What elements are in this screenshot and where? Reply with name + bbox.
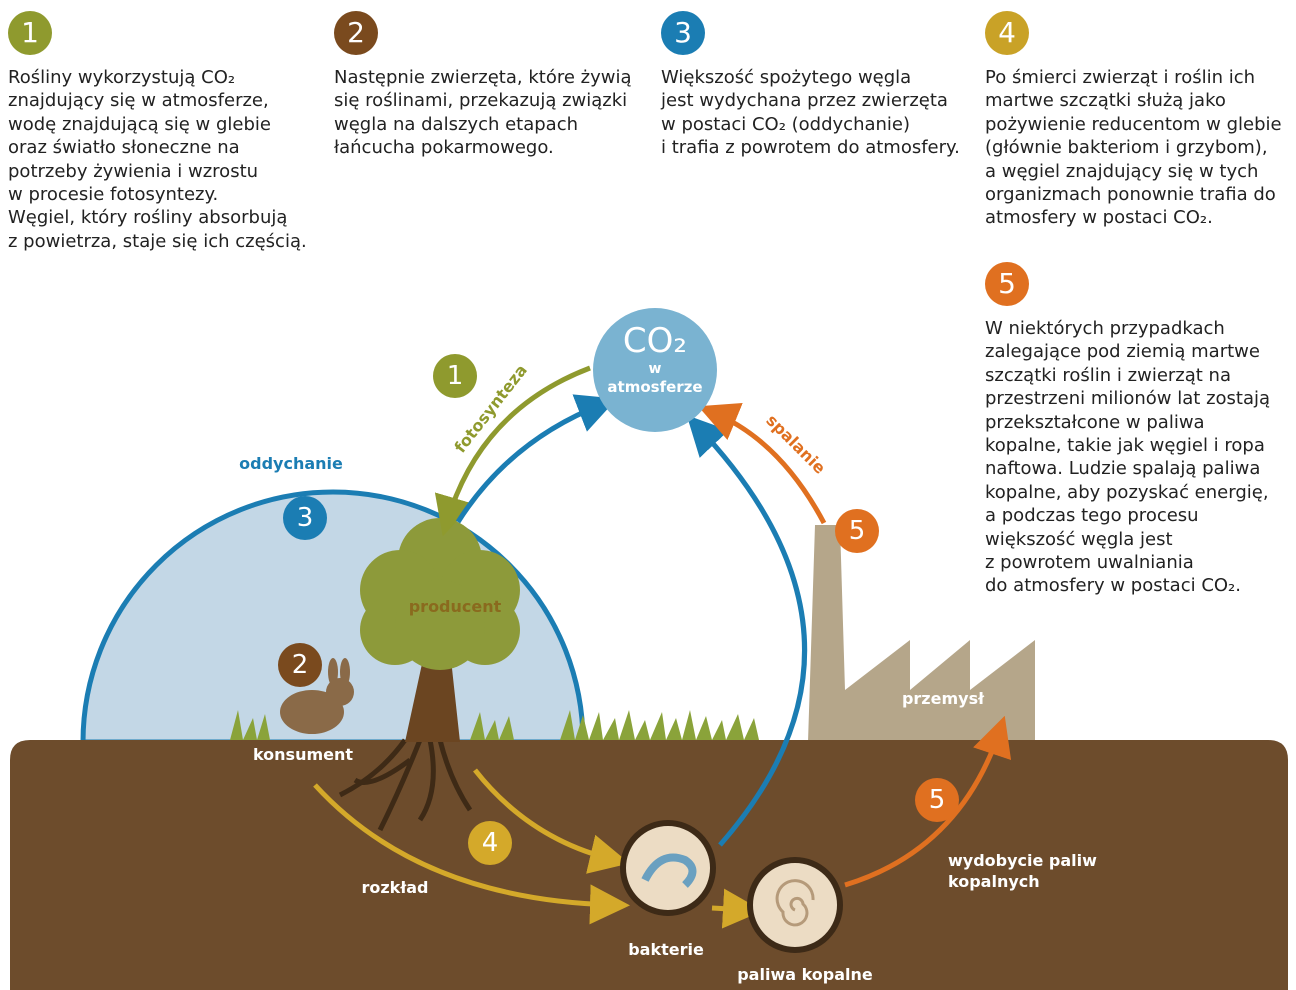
text-line: atmosfery w postaci CO₂.	[985, 206, 1282, 229]
badge-number: 2	[292, 650, 309, 680]
text-line: węgla na dalszych etapach	[334, 113, 631, 136]
text-line: Następnie zwierzęta, które żywią	[334, 66, 631, 89]
bacteria-circle	[623, 823, 713, 913]
decomposition-label: rozkład	[361, 878, 428, 897]
text-line: z powrotem uwalniania	[985, 551, 1270, 574]
infographic: CO₂ w atmosferze oddychanie fotosynteza …	[0, 0, 1296, 990]
text-line: znajdujący się w atmosferze,	[8, 89, 307, 112]
text-line: W niektórych przypadkach	[985, 317, 1270, 340]
consumer-label: konsument	[253, 745, 353, 764]
text-line: Większość spożytego węgla	[661, 66, 960, 89]
text-line: szczątki roślin i zwierząt na	[985, 364, 1270, 387]
step-badge: 3	[661, 11, 705, 55]
text-line: (głównie bakteriom i grzybom),	[985, 136, 1282, 159]
text-line: Rośliny wykorzystują CO₂	[8, 66, 307, 89]
text-line: większość węgla jest	[985, 528, 1270, 551]
industry-label: przemysł	[902, 689, 985, 708]
text-line: Węgiel, który rośliny absorbują	[8, 206, 307, 229]
badge-number: 5	[849, 516, 866, 546]
badge-number: 5	[929, 785, 946, 815]
text-line: oraz światło słoneczne na	[8, 136, 307, 159]
text-line: się roślinami, przekazują związki	[334, 89, 631, 112]
producer-label: producent	[409, 597, 502, 616]
text-line: martwe szczątki służą jako	[985, 89, 1282, 112]
extraction-label: kopalnych	[948, 872, 1040, 891]
text-line: jest wydychana przez zwierzęta	[661, 89, 960, 112]
co2-label: atmosferze	[607, 378, 702, 396]
badge-number: 4	[482, 828, 499, 858]
text-line: kopalne, aby pozyskać energię,	[985, 481, 1270, 504]
text-line: w procesie fotosyntezy.	[8, 183, 307, 206]
text-line: przekształcone w paliwa	[985, 411, 1270, 434]
text-line: potrzeby żywienia i wzrostu	[8, 160, 307, 183]
badge-number: 1	[447, 361, 464, 391]
co2-label: w	[649, 361, 662, 377]
text-line: organizmach ponownie trafia do	[985, 183, 1282, 206]
text-line: i trafia z powrotem do atmosfery.	[661, 136, 960, 159]
text-line: wodę znajdującą się w glebie	[8, 113, 307, 136]
text-line: łańcucha pokarmowego.	[334, 136, 631, 159]
text-line: Po śmierci zwierząt i roślin ich	[985, 66, 1282, 89]
extraction-label: wydobycie paliw	[948, 851, 1097, 870]
step-badge: 4	[985, 11, 1029, 55]
combustion-label: spalanie	[762, 411, 829, 478]
fossil-circle	[750, 860, 840, 950]
text-line: pożywienie reducentom w glebie	[985, 113, 1282, 136]
step-badge: 5	[985, 262, 1029, 306]
step-badge: 1	[8, 11, 52, 55]
fossil-fuels-label: paliwa kopalne	[737, 965, 873, 984]
step-badge: 2	[334, 11, 378, 55]
bacteria-label: bakterie	[628, 940, 704, 959]
respiration-label: oddychanie	[239, 454, 343, 473]
text-line: a podczas tego procesu	[985, 504, 1270, 527]
text-line: z powietrza, staje się ich częścią.	[8, 230, 307, 253]
text-line: zalegające pod ziemią martwe	[985, 340, 1270, 363]
fossilization-arrow	[712, 908, 748, 910]
text-line: a węgiel znajdujący się w tych	[985, 160, 1282, 183]
text-line: do atmosfery w postaci CO₂.	[985, 574, 1270, 597]
text-line: kopalne, takie jak węgiel i ropa	[985, 434, 1270, 457]
text-line: przestrzeni milionów lat zostają	[985, 387, 1270, 410]
text-line: w postaci CO₂ (oddychanie)	[661, 113, 960, 136]
text-line: naftowa. Ludzie spalają paliwa	[985, 457, 1270, 480]
co2-formula: CO₂	[623, 321, 687, 361]
badge-number: 3	[297, 503, 314, 533]
